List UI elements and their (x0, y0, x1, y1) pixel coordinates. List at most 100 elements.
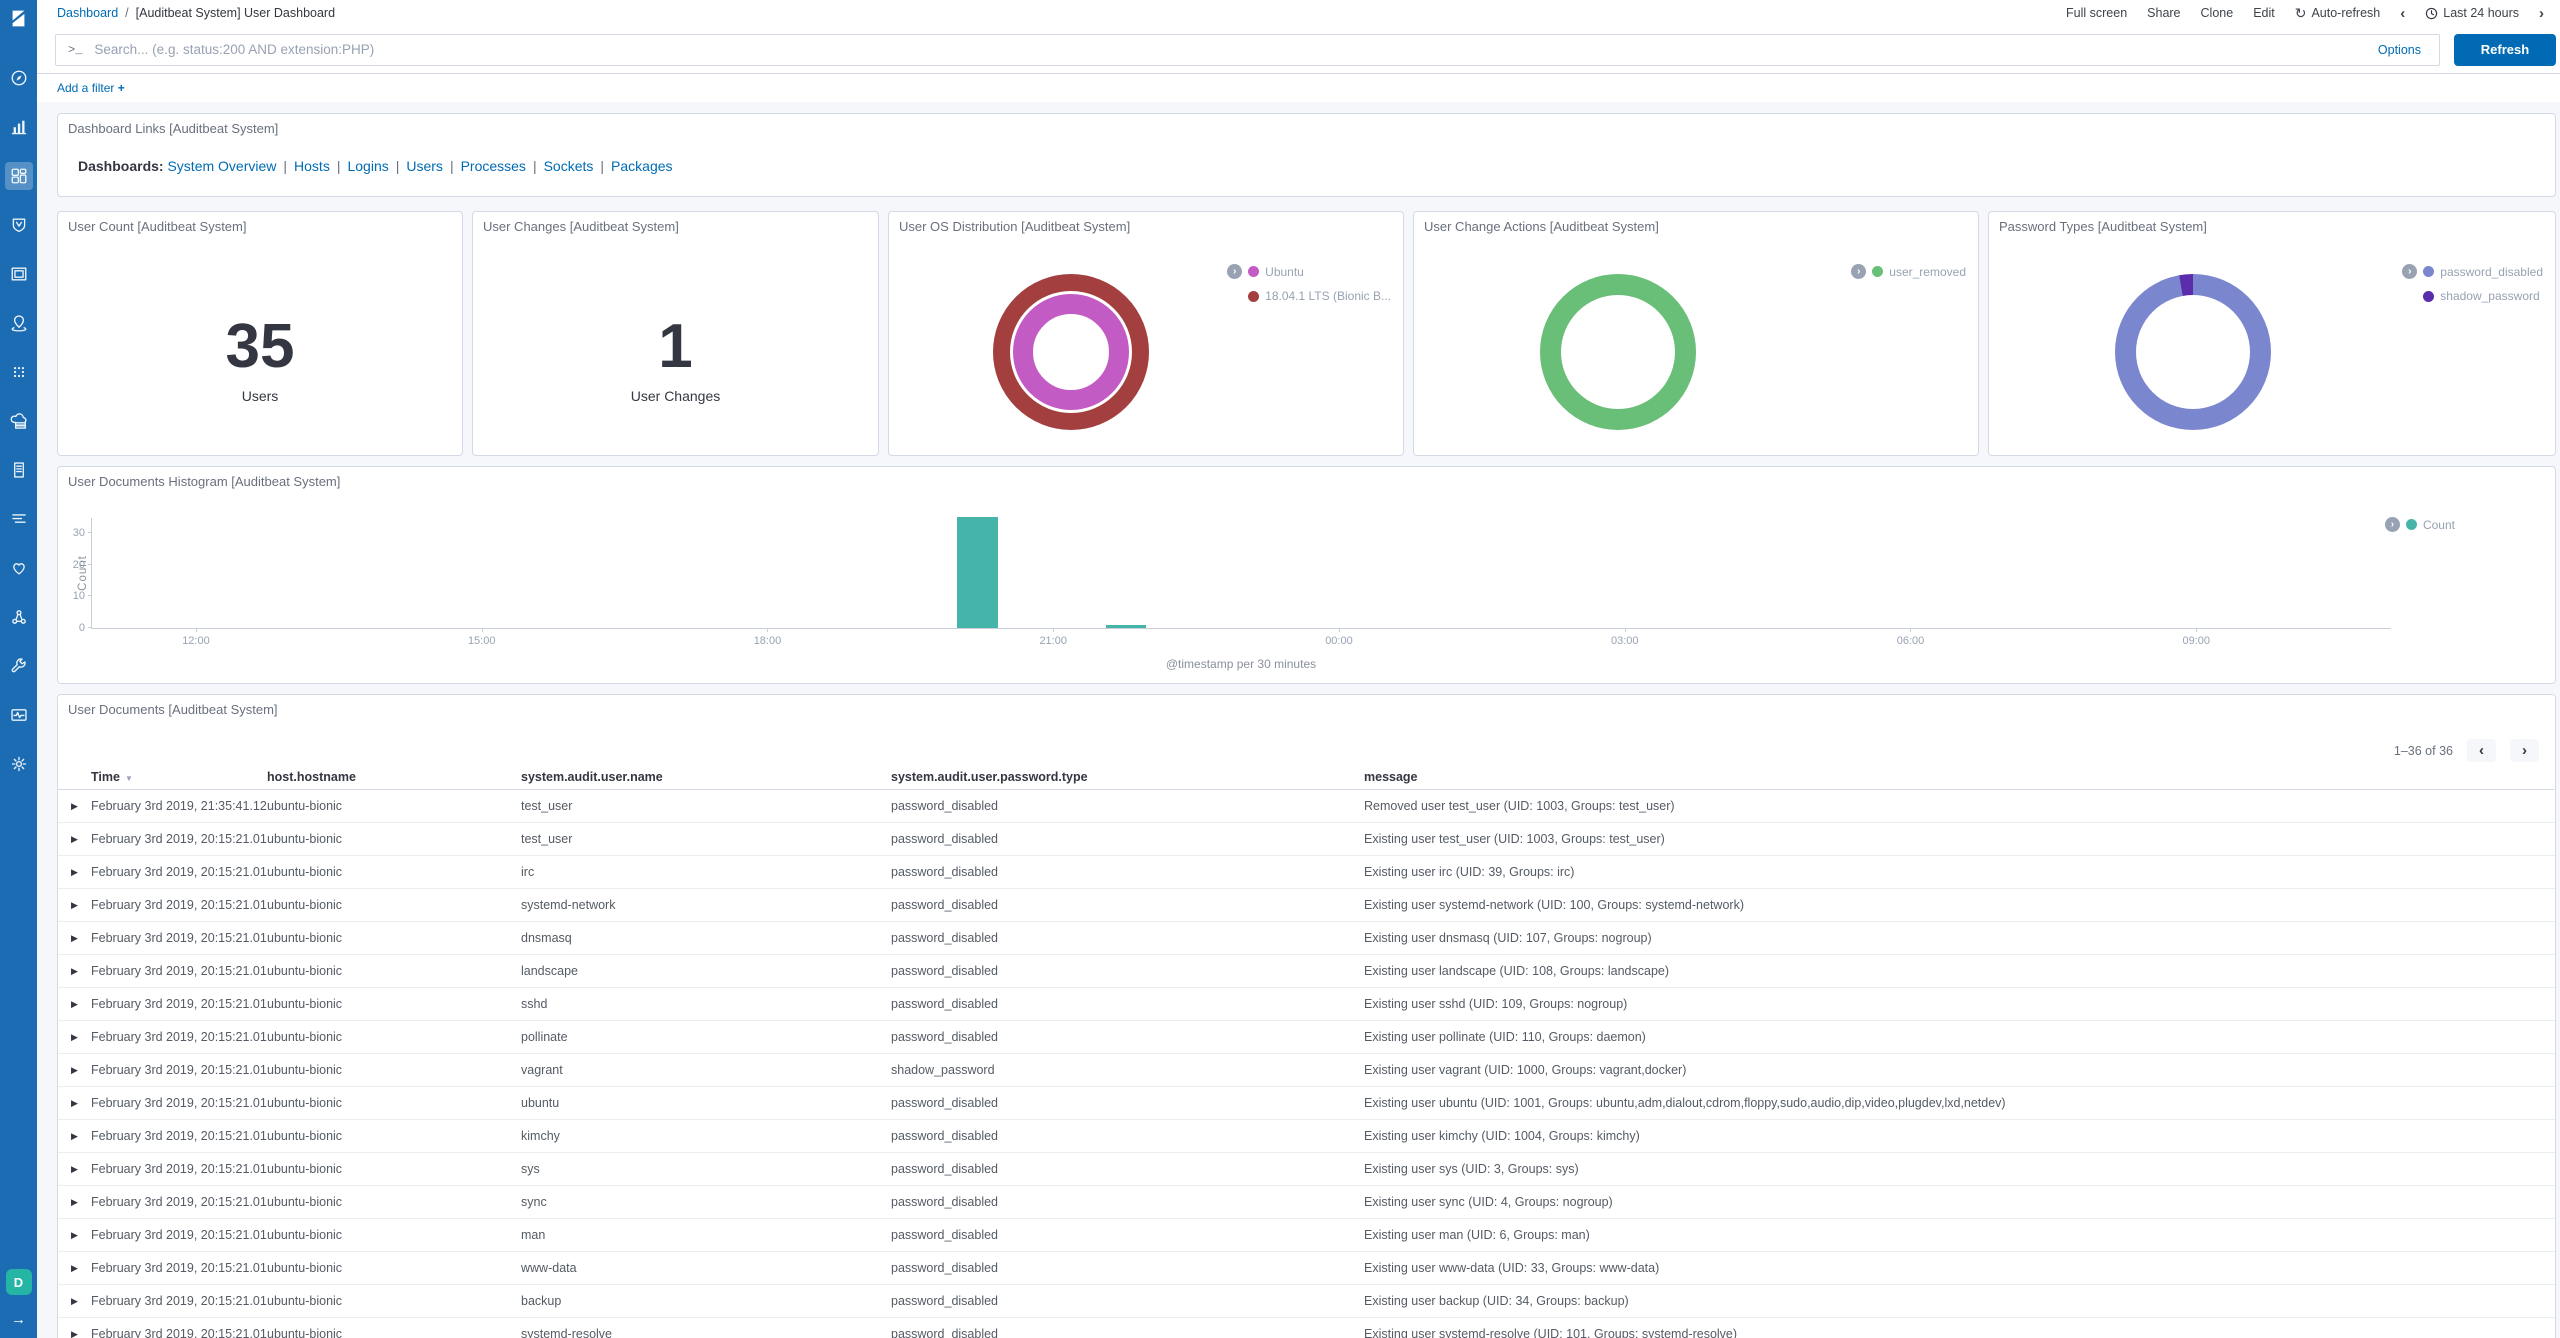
expand-row-icon[interactable]: ▶ (71, 866, 78, 877)
legend-item[interactable]: › Count (2384, 517, 2455, 532)
expand-row-icon[interactable]: ▶ (71, 1262, 78, 1273)
column-header-username[interactable]: system.audit.user.name (521, 769, 663, 784)
space-badge[interactable]: D (5, 1269, 32, 1295)
cell-hostname: ubuntu-bionic (267, 1195, 343, 1209)
cell-message: Existing user www-data (UID: 33, Groups:… (1364, 1261, 1660, 1275)
expand-row-icon[interactable]: ▶ (71, 1196, 78, 1207)
sidebar-item-visualize[interactable] (5, 113, 33, 141)
legend-toggle-icon[interactable]: › (2402, 264, 2418, 279)
histogram-plot[interactable]: Count 0 10 20 30 12:00 15:00 18:00 21:00 00:00 03… (73, 517, 2391, 647)
cell-hostname: ubuntu-bionic (267, 865, 343, 879)
legend-toggle-icon[interactable]: › (2384, 517, 2400, 532)
legend-toggle-icon[interactable]: › (1227, 264, 1243, 279)
expand-row-icon[interactable]: ▶ (71, 1229, 78, 1240)
sidebar-item-graph[interactable] (5, 603, 33, 631)
infrastructure-icon (10, 413, 27, 429)
kibana-logo-icon[interactable] (0, 0, 37, 37)
table-row: ▶ February 3rd 2019, 20:15:21.015 ubuntu-b… (58, 823, 2555, 856)
cell-password-type: password_disabled (891, 832, 999, 846)
expand-row-icon[interactable]: ▶ (71, 1163, 78, 1174)
add-filter-link[interactable]: Add a filter + (57, 81, 125, 95)
sidebar-item-machine-learning[interactable] (5, 358, 33, 386)
clone-button[interactable]: Clone (2200, 6, 2234, 20)
column-header-password-type[interactable]: system.audit.user.password.type (891, 769, 1088, 784)
search-input[interactable]: >_ Search... (e.g. status:200 AND extens… (55, 33, 2440, 66)
column-header-time[interactable]: Time ▼ (91, 769, 133, 784)
sidebar-item-logs[interactable] (5, 456, 33, 484)
time-range-picker[interactable]: Last 24 hours (2425, 6, 2519, 20)
dashboard-link-packages[interactable]: Packages (611, 158, 673, 174)
change-actions-donut[interactable] (1540, 274, 1696, 430)
dashboard-link-logins[interactable]: Logins (347, 158, 389, 174)
column-header-message[interactable]: message (1364, 769, 1418, 784)
panel-title: User OS Distribution [Auditbeat System] (899, 219, 1131, 234)
refresh-button[interactable]: Refresh (2454, 33, 2556, 66)
cell-hostname: ubuntu-bionic (267, 1261, 343, 1275)
sidebar-item-infrastructure[interactable] (5, 407, 33, 435)
legend-item[interactable]: › user_removed (1851, 264, 1966, 279)
dashboard-link-processes[interactable]: Processes (460, 158, 526, 174)
expand-row-icon[interactable]: ▶ (71, 965, 78, 976)
expand-row-icon[interactable]: ▶ (71, 833, 78, 844)
histogram-bar[interactable] (1106, 624, 1146, 628)
y-axis-tick: 10 (72, 590, 85, 603)
histogram-bar[interactable] (956, 517, 999, 628)
documents-table: Time ▼ host.hostname system.audit.user.na… (58, 764, 2555, 1338)
cell-message: Existing user sync (UID: 4, Groups: nogr… (1364, 1195, 1613, 1209)
expand-row-icon[interactable]: ▶ (71, 998, 78, 1009)
uptime-icon (12, 563, 25, 575)
share-button[interactable]: Share (2147, 6, 2181, 20)
time-forward-icon[interactable]: › (2539, 4, 2544, 22)
prev-page-icon[interactable]: ‹ (2467, 739, 2496, 762)
cell-password-type: password_disabled (891, 799, 999, 813)
dashboard-link-hosts[interactable]: Hosts (294, 158, 330, 174)
sidebar-item-timelion[interactable] (5, 211, 33, 239)
breadcrumb-dashboard[interactable]: Dashboard (57, 6, 119, 20)
expand-row-icon[interactable]: ▶ (71, 899, 78, 910)
expand-row-icon[interactable]: ▶ (71, 800, 78, 811)
column-header-hostname[interactable]: host.hostname (267, 769, 356, 784)
sidebar-item-management[interactable] (5, 750, 33, 778)
pagination: 1–36 of 36 ‹ › (2394, 739, 2539, 762)
edit-button[interactable]: Edit (2253, 6, 2275, 20)
dashboard-link-sockets[interactable]: Sockets (543, 158, 594, 174)
next-page-icon[interactable]: › (2510, 739, 2539, 762)
collapse-nav-icon[interactable]: → (11, 1311, 26, 1328)
app-sidebar: D → (0, 0, 37, 1338)
time-back-icon[interactable]: ‹ (2400, 4, 2406, 22)
expand-row-icon[interactable]: ▶ (71, 1130, 78, 1141)
sidebar-item-canvas[interactable] (5, 260, 33, 288)
expand-row-icon[interactable]: ▶ (71, 932, 78, 943)
dashboard-link-system-overview[interactable]: System Overview (167, 158, 277, 174)
sidebar-item-maps[interactable] (5, 309, 33, 337)
table-row: ▶ February 3rd 2019, 20:15:21.015 ubuntu-b… (58, 1153, 2555, 1186)
expand-row-icon[interactable]: ▶ (71, 1064, 78, 1075)
options-link[interactable]: Options (2377, 42, 2421, 57)
user-changes-label: User Changes (630, 388, 721, 404)
legend-item[interactable]: shadow_password (2423, 289, 2540, 303)
expand-row-icon[interactable]: ▶ (71, 1295, 78, 1306)
legend-item[interactable]: › password_disabled (2402, 264, 2543, 279)
cell-message: Existing user sshd (UID: 109, Groups: no… (1364, 997, 1628, 1011)
os-distribution-donut[interactable] (993, 274, 1149, 430)
sidebar-item-monitoring[interactable] (5, 701, 33, 729)
expand-row-icon[interactable]: ▶ (71, 1328, 78, 1338)
os-inner-ring[interactable] (1013, 294, 1129, 410)
legend-item[interactable]: 18.04.1 LTS (Bionic B... (1248, 289, 1391, 303)
expand-row-icon[interactable]: ▶ (71, 1031, 78, 1042)
cell-message: Existing user systemd-network (UID: 100,… (1364, 898, 1744, 912)
legend-toggle-icon[interactable]: › (1851, 264, 1867, 279)
sidebar-item-dev-tools[interactable] (5, 652, 33, 680)
full-screen-button[interactable]: Full screen (2066, 6, 2128, 20)
cell-time: February 3rd 2019, 20:15:21.015 (91, 1162, 267, 1176)
sidebar-item-apm[interactable] (5, 505, 33, 533)
sidebar-item-uptime[interactable] (5, 554, 33, 582)
expand-row-icon[interactable]: ▶ (71, 1097, 78, 1108)
password-types-donut[interactable] (2115, 274, 2271, 430)
sidebar-item-dashboard[interactable] (4, 162, 33, 190)
table-row: ▶ February 3rd 2019, 20:15:21.015 ubuntu-b… (58, 1285, 2555, 1318)
dashboard-link-users[interactable]: Users (406, 158, 443, 174)
legend-item[interactable]: › Ubuntu (1227, 264, 1304, 279)
auto-refresh-button[interactable]: ↻ Auto-refresh (2294, 4, 2381, 21)
sidebar-item-discover[interactable] (5, 64, 33, 92)
